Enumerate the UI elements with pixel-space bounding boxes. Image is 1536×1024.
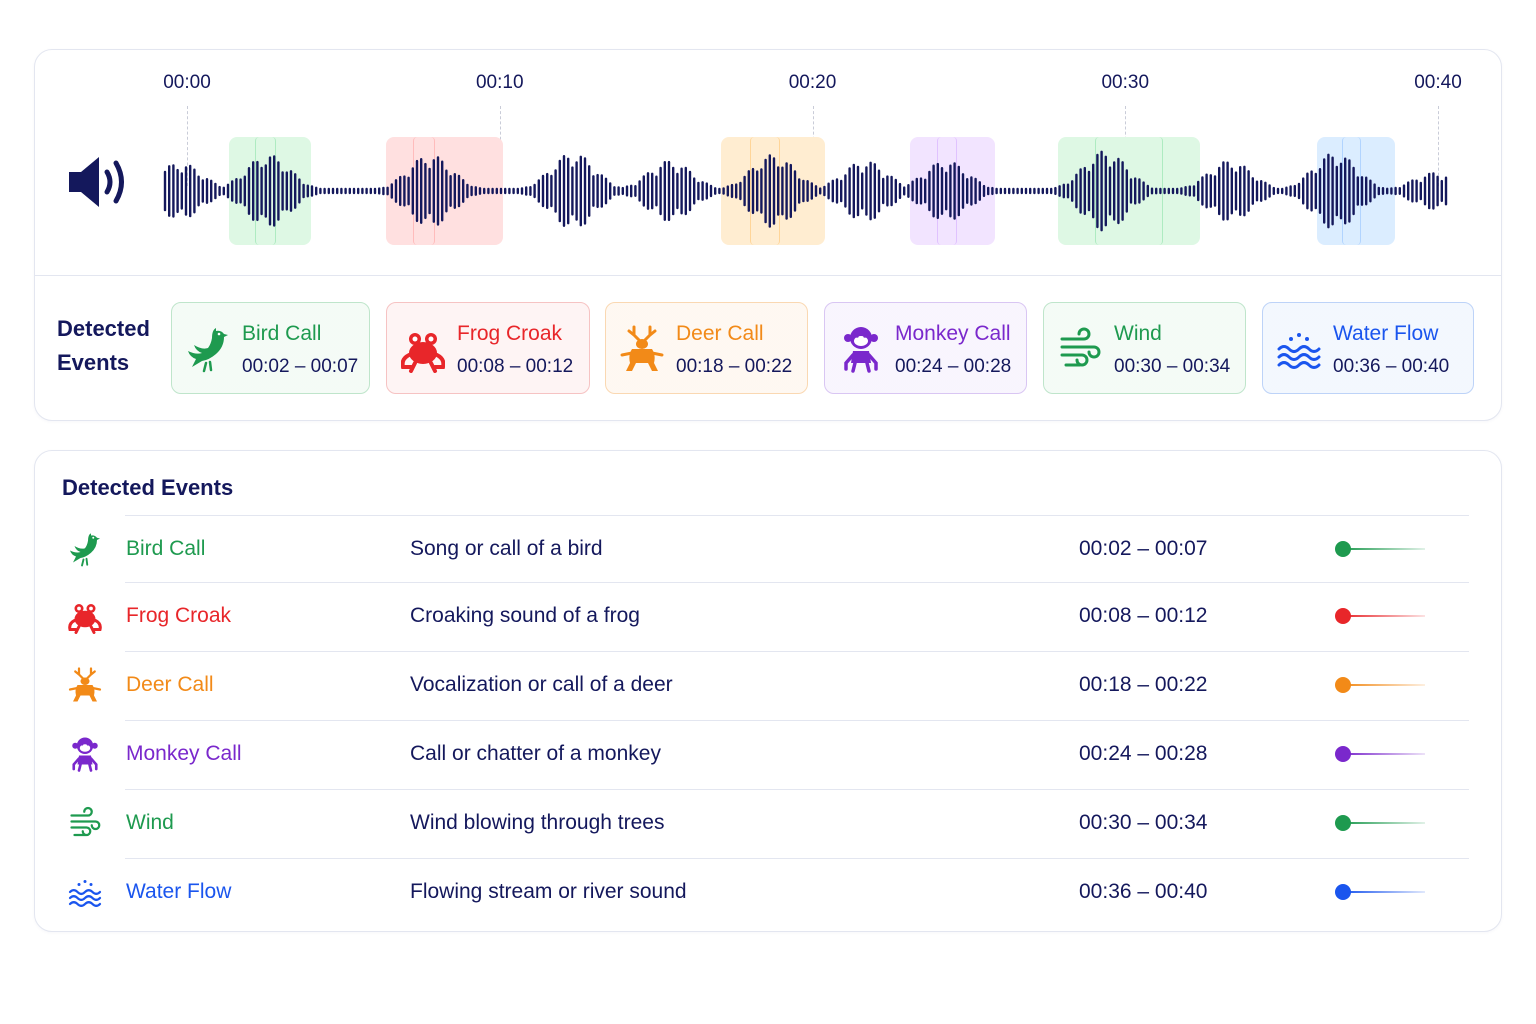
table-row[interactable]: Wind Wind blowing through trees 00:30 – 00… xyxy=(35,789,1503,857)
chip-time: 00:24 – 00:28 xyxy=(895,356,1012,377)
event-time: 00:02 – 00:07 xyxy=(1079,537,1208,560)
chip-time: 00:02 – 00:07 xyxy=(242,356,359,377)
event-description: Song or call of a bird xyxy=(410,537,603,560)
tick-label: 00:00 xyxy=(163,72,211,93)
events-list-panel: Detected Events Bird Call Song or call of… xyxy=(34,450,1502,932)
event-slider[interactable] xyxy=(1335,815,1431,831)
tick-label: 00:10 xyxy=(475,72,524,93)
event-highlight-marker xyxy=(1342,137,1361,245)
row-divider xyxy=(125,858,1469,859)
chip-label: Deer Call xyxy=(676,322,764,345)
event-name: Monkey Call xyxy=(126,742,242,765)
detected-events-label: Detected Events xyxy=(57,316,150,375)
chip-time: 00:18 – 00:22 xyxy=(676,356,793,377)
slider-track xyxy=(1343,615,1425,617)
tick-gridline xyxy=(187,106,188,186)
slider-handle[interactable] xyxy=(1335,677,1351,693)
event-highlight-marker xyxy=(255,137,276,245)
event-description: Croaking sound of a frog xyxy=(410,604,640,627)
chip-label: Bird Call xyxy=(242,322,322,345)
deer-icon xyxy=(620,325,664,373)
event-slider[interactable] xyxy=(1335,884,1431,900)
tick-gridline xyxy=(1438,106,1439,186)
event-chip-wind[interactable]: Wind 00:30 – 00:34 xyxy=(1043,302,1246,394)
wind-icon xyxy=(1058,325,1102,373)
event-slider[interactable] xyxy=(1335,746,1431,762)
event-chip-monkey-call[interactable]: Monkey Call 00:24 – 00:28 xyxy=(824,302,1027,394)
chip-label: Frog Croak xyxy=(457,322,563,345)
row-divider xyxy=(125,515,1469,516)
table-row[interactable]: Deer Call Vocalization or call of a deer 0… xyxy=(35,651,1503,719)
tick-label: 00:40 xyxy=(1414,72,1462,93)
slider-track xyxy=(1343,822,1425,824)
row-divider xyxy=(125,789,1469,790)
event-description: Call or chatter of a monkey xyxy=(410,742,661,765)
slider-track xyxy=(1343,548,1425,550)
slider-track xyxy=(1343,891,1425,893)
slider-handle[interactable] xyxy=(1335,815,1351,831)
event-description: Flowing stream or river sound xyxy=(410,880,687,903)
event-chip-frog-croak[interactable]: Frog Croak 00:08 – 00:12 xyxy=(386,302,590,394)
audio-waveform[interactable] xyxy=(35,50,1503,275)
row-divider xyxy=(125,582,1469,583)
event-name: Frog Croak xyxy=(126,604,232,627)
deer-icon xyxy=(67,667,103,703)
event-slider[interactable] xyxy=(1335,541,1431,557)
event-description: Wind blowing through trees xyxy=(410,811,665,834)
table-row[interactable]: Water Flow Flowing stream or river sound 0… xyxy=(35,858,1503,926)
event-chip-water-flow[interactable]: Water Flow 00:36 – 00:40 xyxy=(1262,302,1474,394)
slider-track xyxy=(1343,684,1425,686)
table-row[interactable]: Monkey Call Call or chatter of a monkey 00… xyxy=(35,720,1503,788)
frog-icon xyxy=(67,598,103,634)
chip-label: Wind xyxy=(1114,322,1162,345)
water-icon xyxy=(1277,325,1321,373)
event-slider[interactable] xyxy=(1335,677,1431,693)
event-name: Bird Call xyxy=(126,537,206,560)
event-time: 00:30 – 00:34 xyxy=(1079,811,1208,834)
slider-handle[interactable] xyxy=(1335,884,1351,900)
wind-icon xyxy=(67,805,103,841)
frog-icon xyxy=(400,325,446,373)
row-divider xyxy=(125,720,1469,721)
waveform-panel: 00:00 00:10 00:20 00:30 00:40 Detected Event… xyxy=(34,49,1502,421)
chip-label: Water Flow xyxy=(1333,322,1439,345)
event-name: Wind xyxy=(126,811,174,834)
event-chip-bird-call[interactable]: Bird Call 00:02 – 00:07 xyxy=(171,302,370,394)
chip-time: 00:08 – 00:12 xyxy=(457,356,574,377)
chip-time: 00:36 – 00:40 xyxy=(1333,356,1450,377)
event-slider[interactable] xyxy=(1335,608,1431,624)
event-time: 00:24 – 00:28 xyxy=(1079,742,1208,765)
event-chip-deer-call[interactable]: Deer Call 00:18 – 00:22 xyxy=(605,302,808,394)
chip-time: 00:30 – 00:34 xyxy=(1114,356,1231,377)
bird-icon xyxy=(186,325,230,373)
event-time: 00:36 – 00:40 xyxy=(1079,880,1208,903)
list-title: Detected Events xyxy=(62,475,234,500)
slider-handle[interactable] xyxy=(1335,746,1351,762)
speaker-icon[interactable] xyxy=(67,154,131,210)
panel-divider xyxy=(35,275,1501,276)
event-time: 00:18 – 00:22 xyxy=(1079,673,1208,696)
event-description: Vocalization or call of a deer xyxy=(410,673,673,696)
table-row[interactable]: Frog Croak Croaking sound of a frog 00:08 … xyxy=(35,582,1503,650)
row-divider xyxy=(125,651,1469,652)
tick-label: 00:30 xyxy=(1101,72,1150,93)
tick-label: 00:20 xyxy=(788,72,837,93)
monkey-icon xyxy=(67,736,103,772)
bird-icon xyxy=(67,531,103,567)
event-name: Deer Call xyxy=(126,673,214,696)
chip-label: Monkey Call xyxy=(895,322,1011,345)
event-highlight-marker xyxy=(750,137,780,245)
slider-handle[interactable] xyxy=(1335,541,1351,557)
slider-track xyxy=(1343,753,1425,755)
table-row[interactable]: Bird Call Song or call of a bird 00:02 – 0… xyxy=(35,515,1503,583)
water-icon xyxy=(67,874,103,910)
slider-handle[interactable] xyxy=(1335,608,1351,624)
event-time: 00:08 – 00:12 xyxy=(1079,604,1208,627)
monkey-icon xyxy=(839,325,883,373)
event-name: Water Flow xyxy=(126,880,232,903)
event-highlight-marker xyxy=(1095,137,1163,245)
